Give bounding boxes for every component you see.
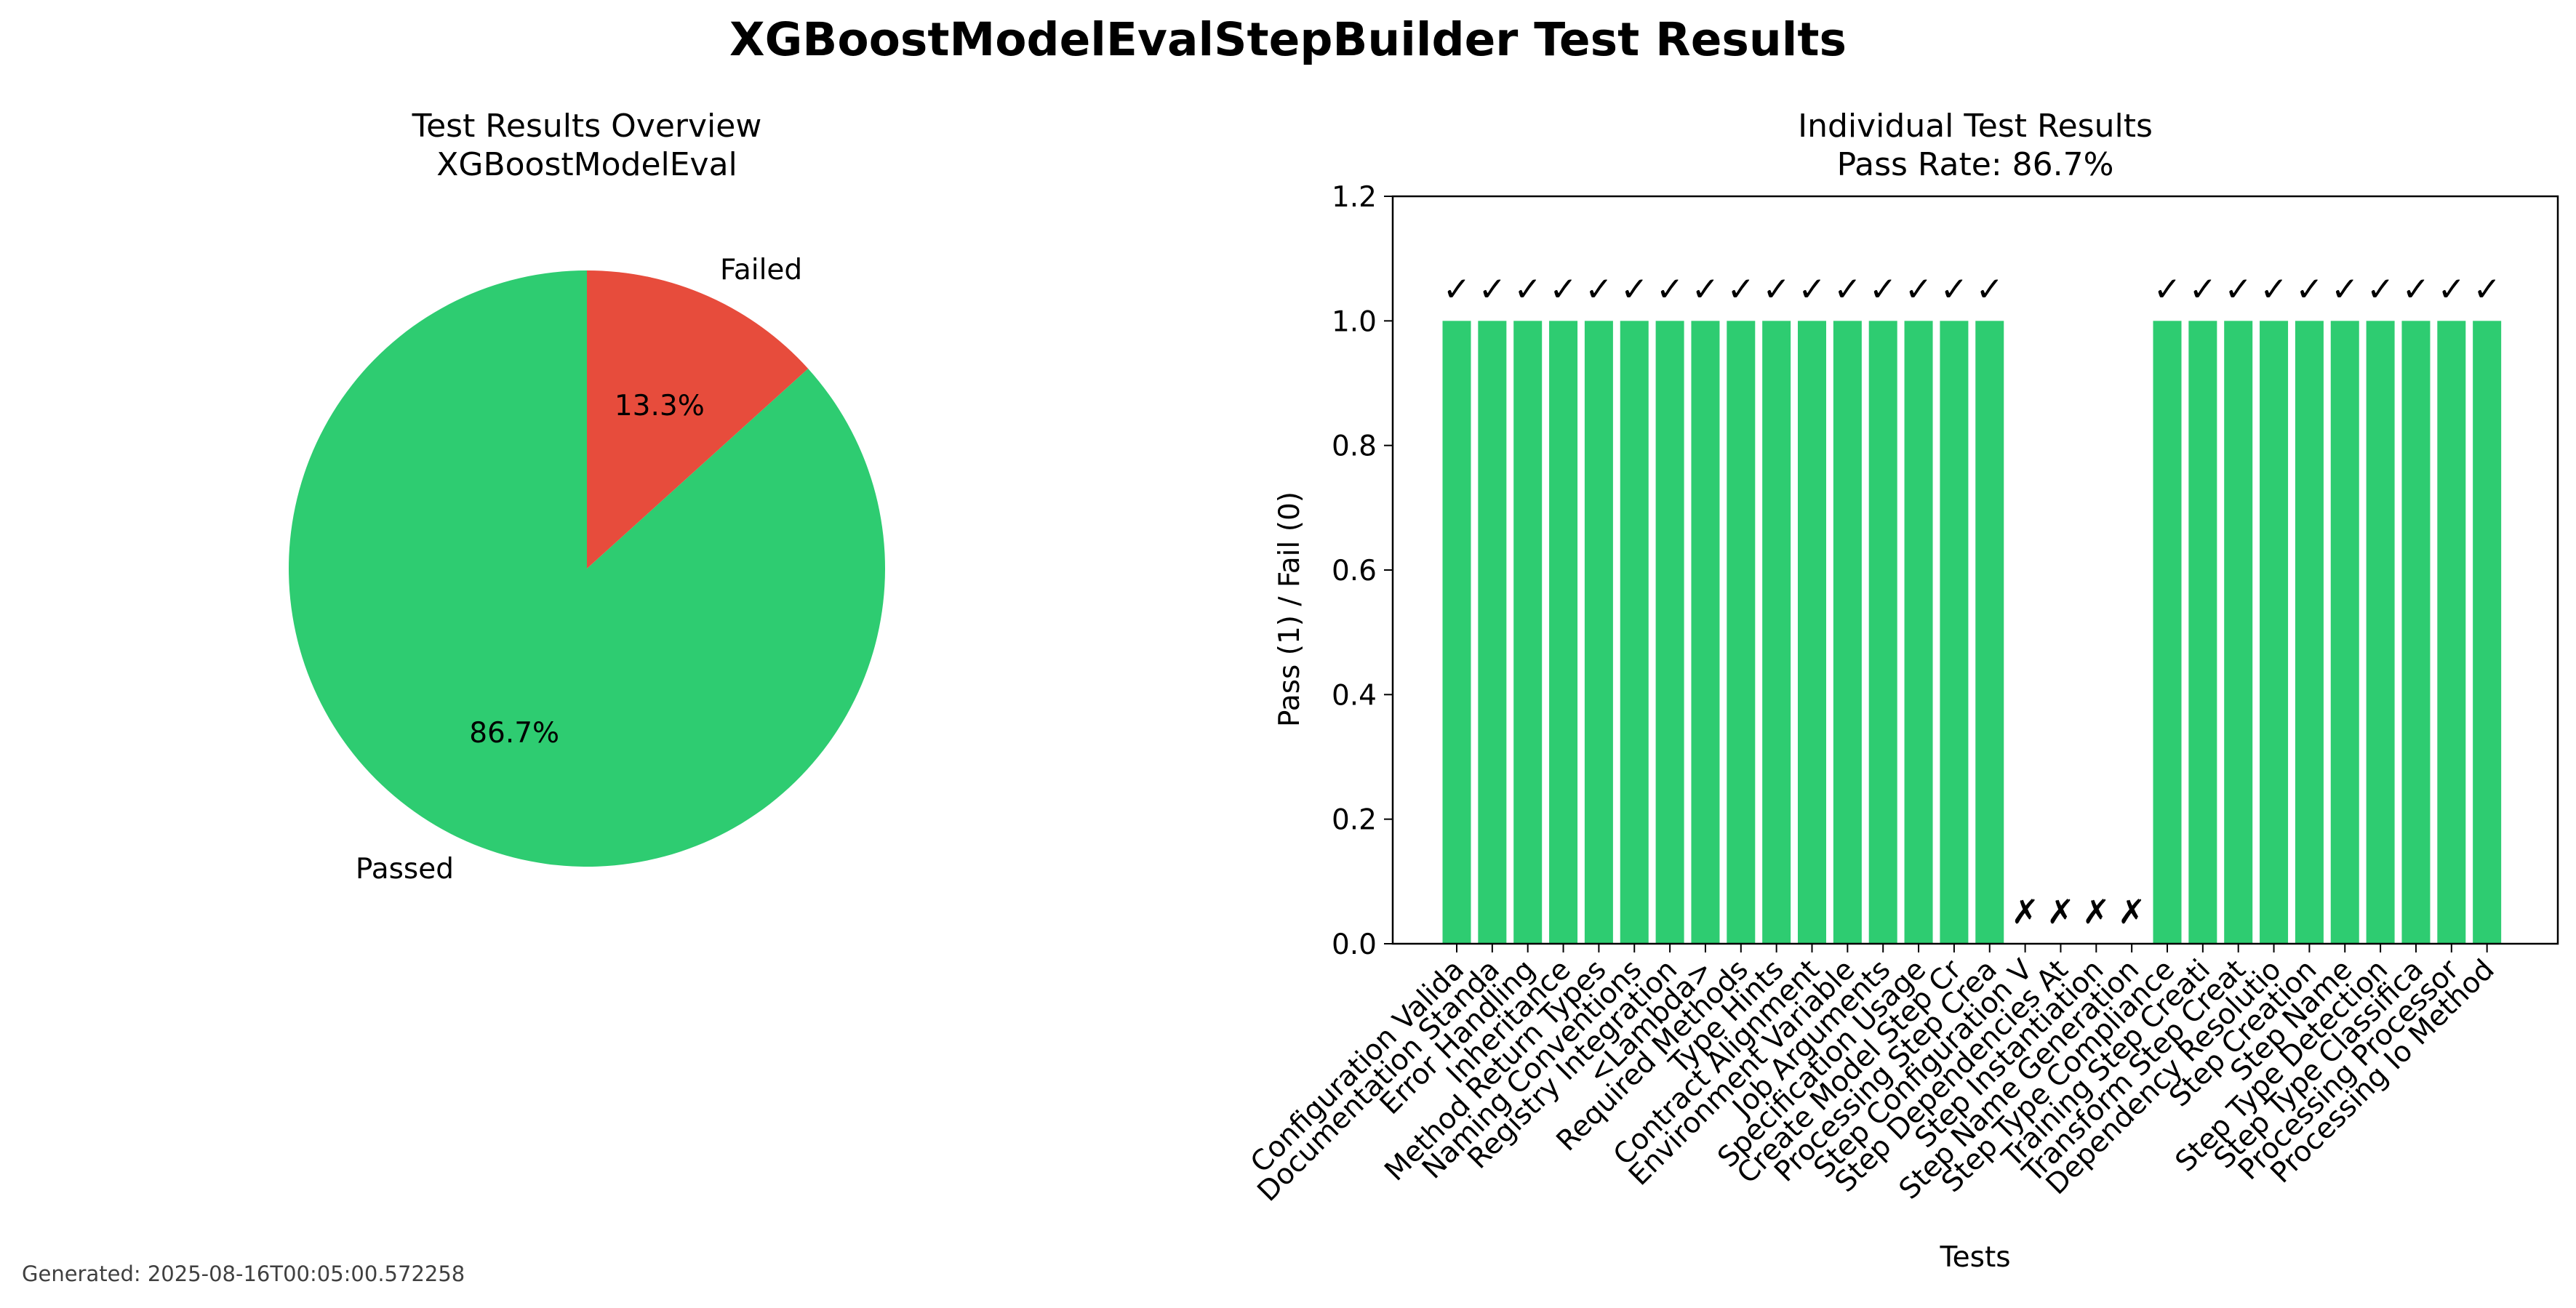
- bar-12: [1833, 321, 1862, 944]
- pass-symbol: ✓: [1727, 269, 1756, 308]
- y-tick-label: 0.6: [1332, 555, 1377, 587]
- pass-symbol: ✓: [1869, 269, 1897, 308]
- y-tick-label: 0.4: [1332, 679, 1377, 712]
- pass-symbol: ✓: [1585, 269, 1613, 308]
- pie-title-line-2: XGBoostModelEval: [436, 146, 737, 183]
- bar-16: [1975, 321, 2004, 944]
- bar-8: [1691, 321, 1720, 944]
- bar-6: [1620, 321, 1649, 944]
- y-tick-label: 1.2: [1332, 181, 1377, 214]
- pass-symbol: ✓: [1940, 269, 1969, 308]
- pie-pct-label-failed: 13.3%: [615, 390, 705, 422]
- bar-21: [2153, 321, 2182, 944]
- pass-symbol: ✓: [2295, 269, 2324, 308]
- bar-3: [1513, 321, 1543, 944]
- pass-symbol: ✓: [2438, 269, 2466, 308]
- bar-4: [1549, 321, 1578, 944]
- pie-chart: Test Results Overview XGBoostModelEval 8…: [289, 108, 885, 886]
- bar-11: [1798, 321, 1826, 944]
- x-axis-label: Tests: [1939, 1241, 2010, 1274]
- y-tick-label: 0.8: [1332, 430, 1377, 463]
- bar-28: [2401, 321, 2431, 944]
- fail-symbol: ✗: [2118, 892, 2146, 931]
- pass-symbol: ✓: [1443, 269, 1471, 308]
- pass-symbol: ✓: [1975, 269, 2004, 308]
- fail-symbol: ✗: [2011, 892, 2039, 931]
- bar-1: [1442, 321, 1471, 944]
- bar-title-line-2: Pass Rate: 86.7%: [1837, 146, 2114, 183]
- pie-slice-label-failed: Failed: [720, 254, 802, 286]
- pass-symbol: ✓: [2402, 269, 2431, 308]
- y-tick-label: 1.0: [1332, 305, 1377, 338]
- bar-27: [2366, 321, 2395, 944]
- pass-symbol: ✓: [1513, 269, 1542, 308]
- pass-symbol: ✓: [1798, 269, 1826, 308]
- pass-symbol: ✓: [1692, 269, 1720, 308]
- bar-15: [1940, 321, 1969, 944]
- bar-26: [2330, 321, 2359, 944]
- y-tick-label: 0.2: [1332, 804, 1377, 837]
- bar-22: [2188, 321, 2217, 944]
- fail-symbol: ✗: [2082, 892, 2111, 931]
- pass-symbol: ✓: [2189, 269, 2217, 308]
- pie-pct-label-passed: 86.7%: [469, 717, 559, 750]
- bar-30: [2473, 321, 2502, 944]
- pass-symbol: ✓: [1762, 269, 1791, 308]
- bar-10: [1762, 321, 1791, 944]
- bar-14: [1904, 321, 1933, 944]
- pass-symbol: ✓: [1905, 269, 1933, 308]
- y-axis-label: Pass (1) / Fail (0): [1273, 491, 1306, 727]
- bar-title-line-1: Individual Test Results: [1798, 108, 2153, 145]
- pass-symbol: ✓: [2473, 269, 2501, 308]
- bar-29: [2437, 321, 2466, 944]
- bar-25: [2295, 321, 2324, 944]
- pie-slice-label-passed: Passed: [356, 853, 454, 886]
- bar-5: [1584, 321, 1613, 944]
- figure-title: XGBoostModelEvalStepBuilder Test Results: [729, 13, 1847, 66]
- bar-9: [1727, 321, 1756, 944]
- pass-symbol: ✓: [1479, 269, 1507, 308]
- pass-symbol: ✓: [1620, 269, 1649, 308]
- pass-symbol: ✓: [1549, 269, 1577, 308]
- y-tick-label: 0.0: [1332, 928, 1377, 961]
- generated-timestamp: Generated: 2025-08-16T00:05:00.572258: [22, 1261, 465, 1286]
- pass-symbol: ✓: [1656, 269, 1684, 308]
- bar-7: [1655, 321, 1684, 944]
- bar-13: [1868, 321, 1897, 944]
- bar-23: [2224, 321, 2253, 944]
- bar-chart: Individual Test Results Pass Rate: 86.7%…: [1244, 108, 2559, 1274]
- bar-2: [1478, 321, 1507, 944]
- pass-symbol: ✓: [2260, 269, 2288, 308]
- pass-symbol: ✓: [1833, 269, 1862, 308]
- pie-title-line-1: Test Results Overview: [412, 108, 762, 145]
- pass-symbol: ✓: [2224, 269, 2252, 308]
- pass-symbol: ✓: [2331, 269, 2359, 308]
- fail-symbol: ✗: [2047, 892, 2075, 931]
- pass-symbol: ✓: [2367, 269, 2395, 308]
- plot-frame: [1391, 195, 2559, 945]
- pass-symbol: ✓: [2153, 269, 2182, 308]
- pie-slice-failed: [587, 270, 809, 569]
- bar-24: [2260, 321, 2289, 944]
